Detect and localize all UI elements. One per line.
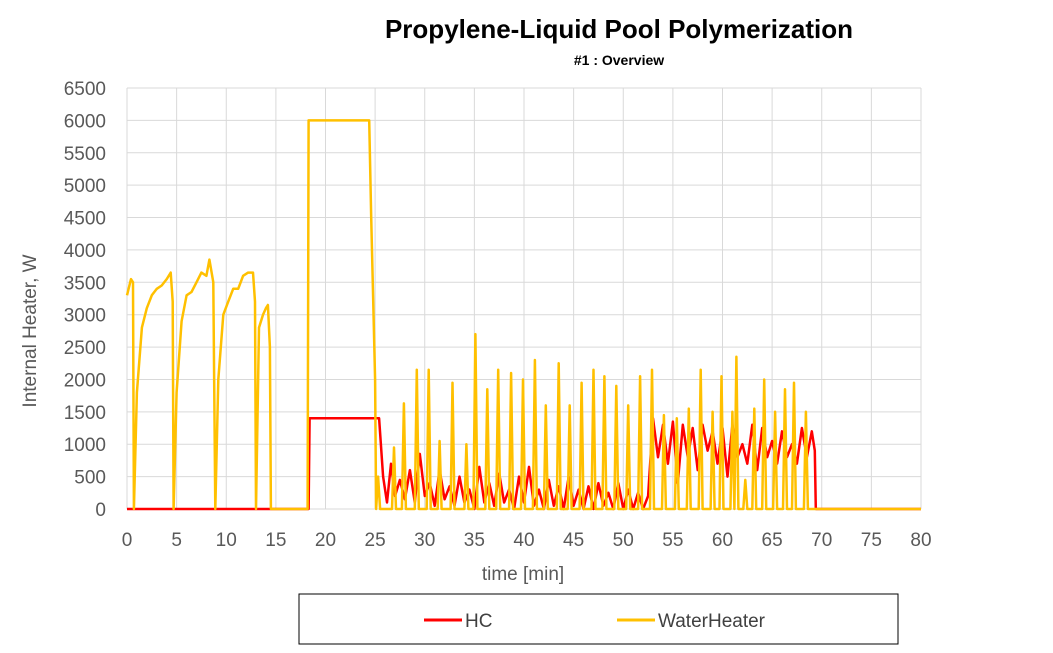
x-axis-label: time [min] (482, 564, 564, 585)
legend: HC WaterHeater (298, 593, 899, 645)
legend-label-waterheater: WaterHeater (658, 611, 766, 632)
y-axis-label: Internal Heater, W (20, 254, 41, 407)
y-tick-label: 1500 (64, 403, 106, 424)
x-tick-label: 75 (861, 530, 882, 551)
y-tick-label: 4000 (64, 241, 106, 262)
y-tick-label: 5500 (64, 144, 106, 165)
legend-label-hc: HC (465, 611, 492, 632)
series-lines (125, 119, 921, 511)
legend-items: HC WaterHeater (424, 611, 766, 632)
y-tick-label: 3000 (64, 306, 106, 327)
y-tick-label: 3500 (64, 273, 106, 294)
y-tick-label: 1000 (64, 435, 106, 456)
x-tick-label: 50 (613, 530, 634, 551)
x-tick-label: 25 (365, 530, 386, 551)
y-tick-label: 2000 (64, 370, 106, 391)
x-tick-label: 15 (265, 530, 286, 551)
chart-title: Propylene-Liquid Pool Polymerization (385, 14, 853, 44)
x-tick-label: 70 (811, 530, 832, 551)
y-tick-label: 5000 (64, 176, 106, 197)
y-tick-label: 500 (74, 468, 106, 489)
y-tick-label: 0 (95, 500, 106, 521)
x-tick-label: 5 (171, 530, 182, 551)
x-tick-label: 40 (513, 530, 534, 551)
y-tick-label: 6500 (64, 79, 106, 100)
y-tick-label: 4500 (64, 209, 106, 230)
x-tick-label: 30 (414, 530, 435, 551)
chart-subtitle: #1 : Overview (574, 52, 664, 68)
legend-box (298, 593, 899, 645)
x-tick-label: 0 (122, 530, 133, 551)
x-tick-label: 45 (563, 530, 584, 551)
x-tick-label: 80 (910, 530, 931, 551)
x-tick-label: 60 (712, 530, 733, 551)
x-tick-label: 65 (762, 530, 783, 551)
x-tick-label: 20 (315, 530, 336, 551)
x-tick-label: 10 (216, 530, 237, 551)
y-axis-ticks: 0 500 1000 1500 2000 2500 3000 3500 4000 4500 5000… (64, 79, 106, 521)
y-tick-label: 2500 (64, 338, 106, 359)
y-tick-label: 6000 (64, 111, 106, 132)
x-axis-ticks: 0 5 10 15 20 25 30 35 40 45 50 55 60 65 70 75 80 (122, 530, 932, 551)
x-tick-label: 35 (464, 530, 485, 551)
series-line-waterheater (125, 119, 921, 511)
x-tick-label: 55 (662, 530, 683, 551)
